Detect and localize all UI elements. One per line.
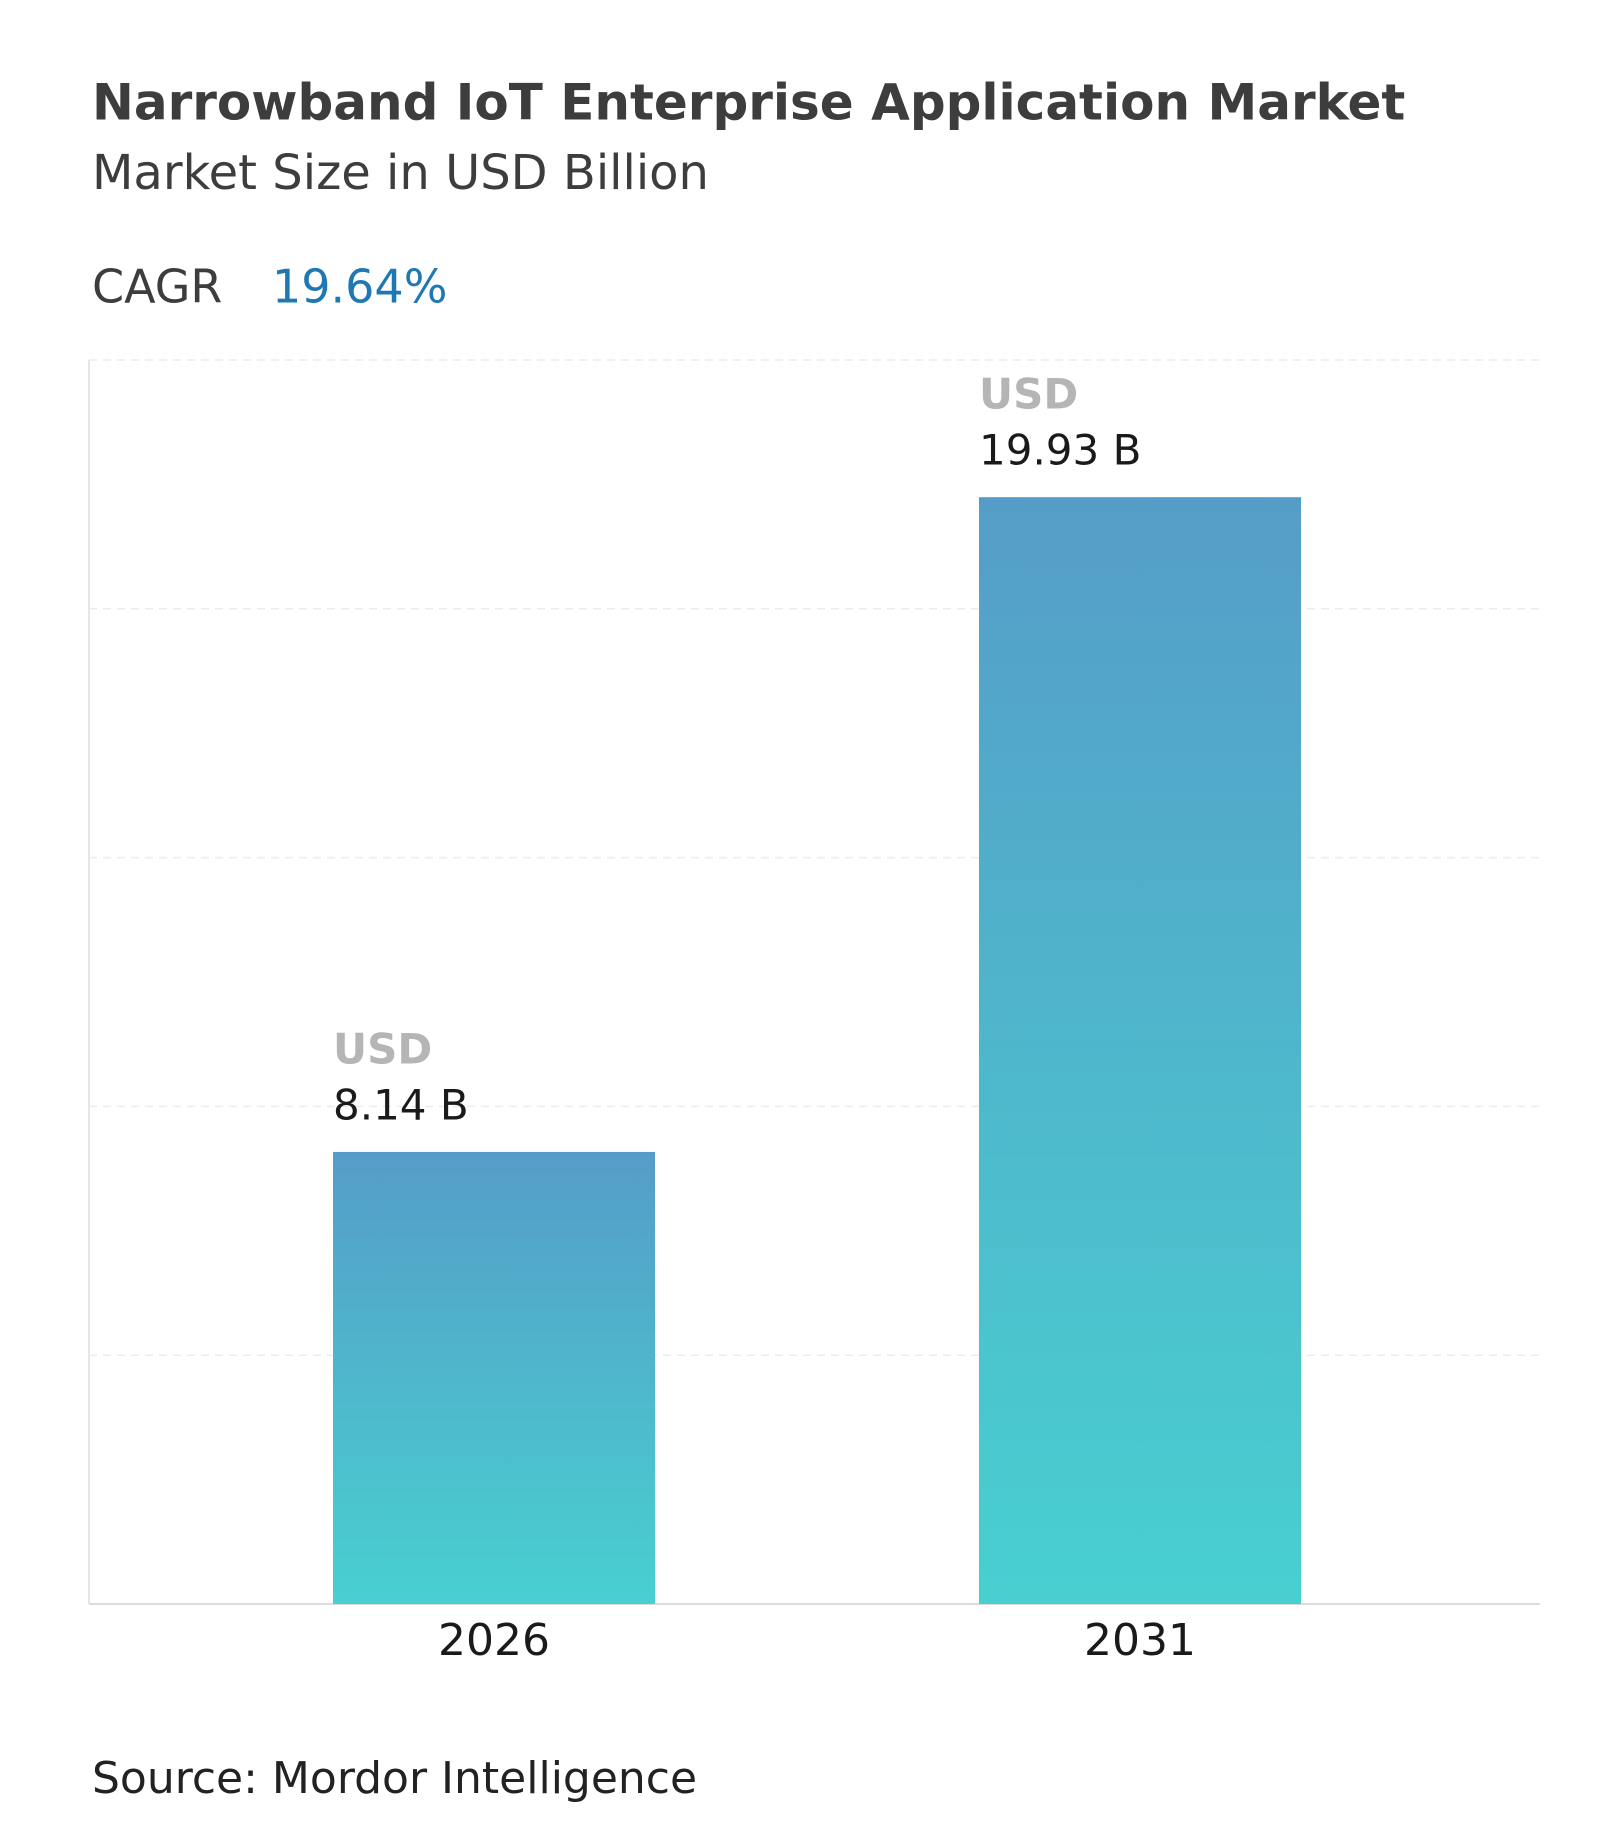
value-label: 19.93 B — [979, 426, 1141, 475]
chart-subtitle: Market Size in USD Billion — [92, 145, 709, 201]
value-unit: USD — [979, 370, 1078, 419]
value-unit: USD — [333, 1024, 432, 1073]
x-tick-label: 2026 — [438, 1615, 550, 1666]
x-tick-label: 2031 — [1084, 1615, 1196, 1666]
bar — [333, 1151, 655, 1604]
bar — [979, 497, 1301, 1604]
cagr-value: 19.64% — [272, 260, 447, 314]
value-label: 8.14 B — [333, 1080, 469, 1129]
chart-title: Narrowband IoT Enterprise Application Ma… — [92, 74, 1405, 132]
source: Source: Mordor Intelligence — [92, 1753, 697, 1804]
cagr-label: CAGR — [92, 260, 222, 314]
